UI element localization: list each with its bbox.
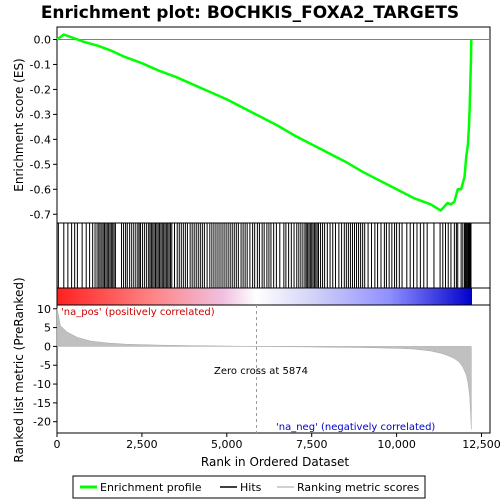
legend-profile-label: Enrichment profile [100,481,202,494]
es-y-axis-label: Enrichment score (ES) [12,58,26,191]
es-y-tick-label-5: -0.5 [30,158,51,171]
neg-label: 'na_neg' (negatively correlated) [276,422,435,433]
x-tick-label-1: 2,500 [126,438,158,451]
es-y-tick-label-7: -0.7 [30,208,51,221]
x-tick-label-3: 7,500 [296,438,328,451]
metric-y-tick-label-3: -5 [40,359,51,372]
x-tick-label-4: 10,000 [377,438,416,451]
heatmap-band [57,288,472,305]
pos-label: 'na_pos' (positively correlated) [61,307,215,318]
metric-y-tick-label-2: 0 [44,340,51,353]
metric-area [56,307,472,430]
metric-y-tick-label-6: -20 [33,416,51,429]
metric-y-tick-label-4: -10 [33,378,51,391]
zero-cross-label: Zero cross at 5874 [214,366,308,377]
x-tick-label-5: 12,500 [462,438,500,451]
legend-box [72,475,426,499]
es-y-tick-label-3: -0.3 [30,108,51,121]
enrichment-profile-line [56,33,473,212]
x-ticks: 0 2,500 5,000 7,500 10,000 12,500 [54,433,500,451]
x-axis-label: Rank in Ordered Dataset [201,455,349,469]
metric-y-ticks: 10 5 0 -5 -10 -15 -20 [33,303,57,429]
metric-y-tick-label-1: 5 [44,322,51,335]
es-y-tick-label-4: -0.4 [30,133,51,146]
es-y-ticks: 0.0 -0.1 -0.2 -0.3 -0.4 -0.5 -0.6 -0.7 [30,33,57,221]
x-tick-label-2: 5,000 [211,438,243,451]
metric-y-axis-label: Ranked list metric (PreRanked) [12,277,26,462]
metric-y-tick-label-5: -15 [33,397,51,410]
chart-title: Enrichment plot: BOCHKIS_FOXA2_TARGETS [41,3,459,23]
es-y-tick-label-1: -0.1 [30,58,51,71]
es-y-tick-label-0: 0.0 [34,33,52,46]
enrichment-profile-series [56,33,473,212]
ranking-metric-series [56,307,472,430]
metric-panel [56,304,491,434]
hit-marks [57,223,472,288]
legend-hits-label: Hits [240,481,262,494]
x-tick-label-0: 0 [54,438,61,451]
es-y-tick-label-6: -0.6 [30,183,51,196]
es-y-tick-label-2: -0.2 [30,83,51,96]
metric-y-tick-label-0: 10 [37,303,51,316]
legend-metric-label: Ranking metric scores [297,481,419,494]
